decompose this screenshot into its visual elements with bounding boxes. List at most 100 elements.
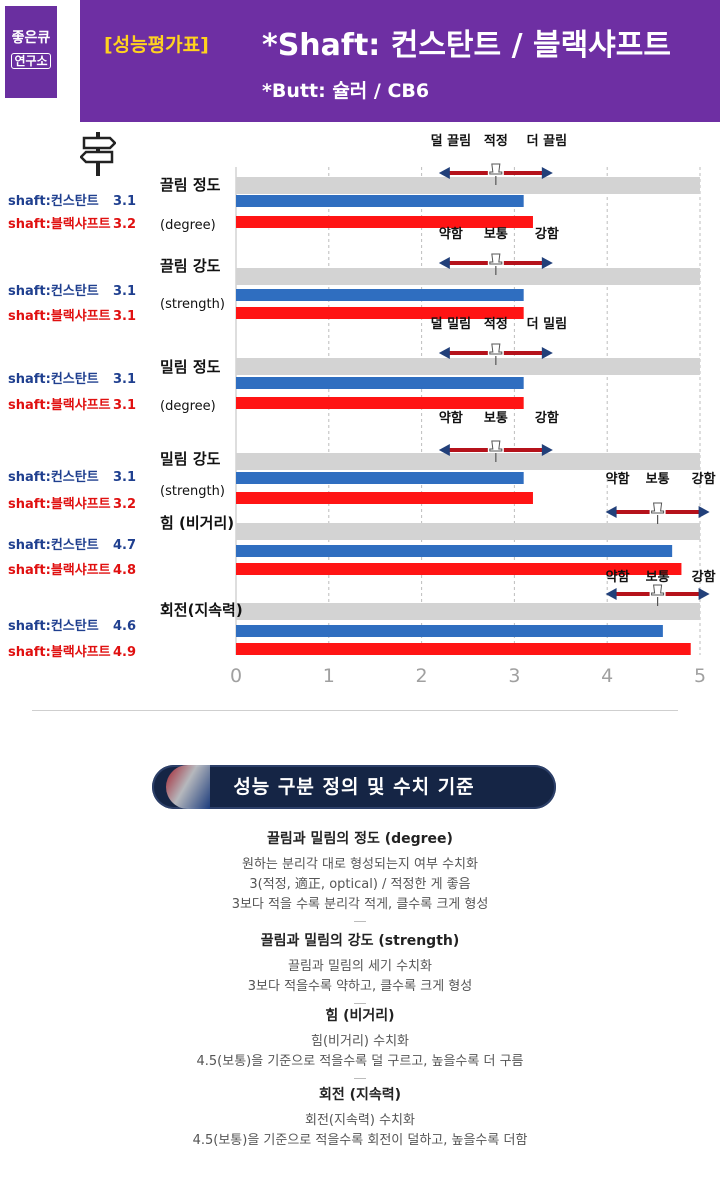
arrow-right-head	[541, 167, 553, 179]
category-sublabel: (strength)	[160, 297, 225, 312]
scale-label: 약함	[439, 410, 463, 426]
bar-black	[236, 492, 533, 504]
value-label: 4.8	[113, 563, 136, 578]
definition-heading: 힘 (비거리)	[325, 1008, 395, 1024]
series-label: shaft:블랙샤프트	[8, 644, 111, 660]
series-label: shaft:블랙샤프트	[8, 496, 111, 512]
series-label: shaft:컨스탄트	[8, 469, 99, 485]
definition-spin: 회전 (지속력) 회전(지속력) 수치화 4.5(보통)을 기준으로 적을수록 …	[0, 1084, 720, 1151]
definition-line: 4.5(보통)을 기준으로 적을수록 회전이 덜하고, 높을수록 더함	[192, 1133, 528, 1148]
definition-line: 3보다 적을수록 약하고, 클수록 크게 형성	[247, 979, 473, 994]
butt-subtitle: *Butt: 슐러 / CB6	[262, 80, 430, 102]
series-label: shaft:컨스탄트	[8, 283, 99, 299]
definition-heading: 회전 (지속력)	[318, 1087, 402, 1103]
bar-black	[236, 563, 682, 575]
value-label: 4.6	[113, 619, 136, 634]
pin-icon	[489, 253, 503, 265]
arrow-right-head	[541, 444, 553, 456]
definition-heading: 끌림과 밀림의 정도 (degree)	[267, 831, 453, 847]
category-track	[236, 177, 700, 194]
scale-label: 보통	[484, 227, 508, 242]
scale-label: 약함	[606, 471, 630, 487]
scale-label: 적정	[484, 316, 508, 332]
track-layer	[236, 177, 700, 620]
definitions-title: 성능 구분 정의 및 수치 기준	[233, 776, 475, 798]
scale-label: 덜 끌림	[431, 133, 471, 149]
brand-logo: 좋은큐 연구소	[5, 6, 57, 98]
series-label: shaft:컨스탄트	[8, 371, 99, 387]
series-label: shaft:컨스탄트	[8, 618, 99, 634]
x-tick-label: 4	[601, 665, 613, 687]
value-label: 3.1	[113, 194, 136, 209]
pin-icon	[651, 584, 665, 596]
arrow-right-head	[698, 588, 710, 600]
pin-icon	[651, 502, 665, 514]
bar-constant	[236, 472, 524, 484]
evaluation-badge: [성능평가표]	[104, 34, 209, 56]
definitions-banner: 성능 구분 정의 및 수치 기준	[152, 765, 556, 809]
series-label: shaft:블랙샤프트	[8, 216, 111, 232]
definition-line: 끌림과 밀림의 세기 수치화	[288, 959, 432, 974]
bar-black	[236, 307, 524, 319]
flag-icon	[166, 765, 210, 809]
value-label: 3.1	[113, 470, 136, 485]
arrow-right-head	[541, 347, 553, 359]
value-label: 3.2	[113, 497, 136, 512]
category-track	[236, 358, 700, 375]
shaft-title: *Shaft: 컨스탄트 / 블랙샤프트	[262, 28, 671, 63]
category-label: 밀림 강도	[160, 450, 221, 468]
arrow-left-head	[605, 588, 617, 600]
definition-line: 원하는 분리각 대로 형성되는지 여부 수치화	[242, 857, 478, 872]
definition-separator	[354, 921, 366, 922]
definition-power: 힘 (비거리) 힘(비거리) 수치화 4.5(보통)을 기준으로 적을수록 덜 …	[0, 1005, 720, 1089]
x-tick-label: 1	[323, 665, 335, 687]
series-label: shaft:블랙샤프트	[8, 308, 111, 324]
series-label: shaft:컨스탄트	[8, 193, 99, 209]
value-label: 3.1	[113, 309, 136, 324]
arrow-left-head	[438, 347, 450, 359]
category-track	[236, 603, 700, 620]
arrow-right-head	[698, 506, 710, 518]
logo-line2: 연구소	[11, 52, 51, 70]
bar-constant	[236, 545, 673, 557]
section-divider	[32, 710, 678, 711]
scale-label: 강함	[692, 569, 716, 585]
scale-label: 적정	[484, 133, 508, 149]
scale-label: 보통	[484, 411, 508, 426]
bar-black	[236, 643, 691, 655]
value-label: 3.1	[113, 284, 136, 299]
definition-line: 3보다 적을 수록 분리각 적게, 클수록 크게 형성	[231, 897, 489, 912]
bar-constant	[236, 289, 524, 301]
title-banner	[80, 0, 720, 122]
arrow-left-head	[438, 167, 450, 179]
arrow-left-head	[438, 444, 450, 456]
pin-icon	[489, 343, 503, 355]
value-label: 3.1	[113, 398, 136, 413]
grid-layer	[235, 167, 701, 655]
category-track	[236, 453, 700, 470]
definition-line: 회전(지속력) 수치화	[305, 1113, 415, 1128]
bar-constant	[236, 625, 663, 637]
x-tick-label: 5	[694, 665, 706, 687]
definition-line: 4.5(보통)을 기준으로 적을수록 덜 구르고, 높을수록 더 구름	[196, 1054, 524, 1069]
x-tick-label: 2	[416, 665, 428, 687]
scale-label: 보통	[646, 472, 670, 487]
scale-label: 약함	[606, 569, 630, 585]
definition-separator	[354, 1078, 366, 1079]
value-label: 4.7	[113, 538, 136, 553]
definition-line: 3(적정, 適正, optical) / 적정한 게 좋음	[249, 877, 471, 892]
pin-icon	[489, 163, 503, 175]
scale-label: 강함	[692, 471, 716, 487]
category-track	[236, 523, 700, 540]
x-tick-label: 0	[230, 665, 242, 687]
arrow-left-head	[605, 506, 617, 518]
logo-line1: 좋은큐	[11, 30, 51, 46]
definition-strength: 끌림과 밀림의 강도 (strength) 끌림과 밀림의 세기 수치화 3보다…	[0, 930, 720, 1014]
definition-line: 힘(비거리) 수치화	[311, 1034, 409, 1049]
definition-separator	[354, 1003, 366, 1004]
definition-heading: 끌림과 밀림의 강도 (strength)	[260, 933, 460, 949]
category-sublabel: (degree)	[160, 399, 216, 414]
category-label: 끌림 강도	[160, 257, 221, 275]
